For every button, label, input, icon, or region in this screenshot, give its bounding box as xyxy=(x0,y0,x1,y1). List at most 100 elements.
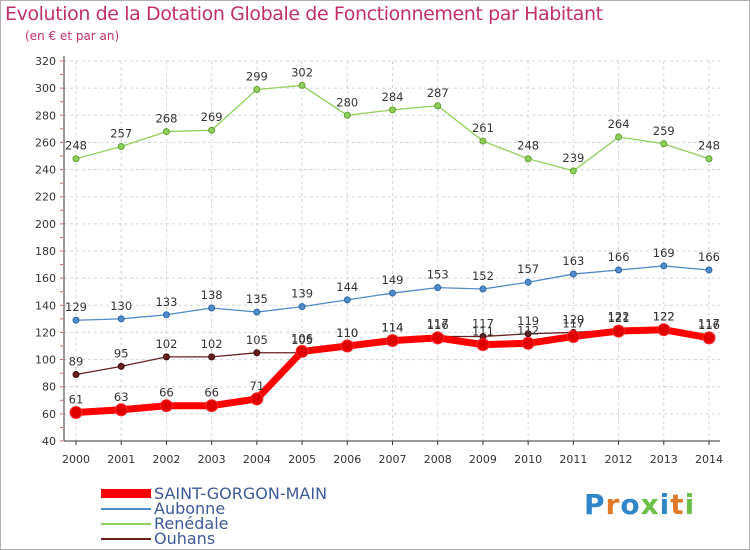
data-label: 166 xyxy=(608,250,630,264)
y-tick-label: 100 xyxy=(35,354,56,367)
data-point xyxy=(117,315,125,323)
data-point xyxy=(343,296,351,304)
data-label: 248 xyxy=(698,139,720,153)
y-tick-label: 280 xyxy=(35,109,56,122)
data-label: 116 xyxy=(427,318,449,332)
data-point xyxy=(117,143,125,150)
x-tick-label: 2002 xyxy=(152,453,180,466)
data-label: 110 xyxy=(336,326,358,340)
data-point xyxy=(208,304,216,312)
data-label: 105 xyxy=(291,333,313,347)
data-point xyxy=(615,266,623,274)
data-label: 257 xyxy=(110,127,132,141)
data-point xyxy=(569,270,577,278)
y-tick-label: 320 xyxy=(35,55,56,68)
chart-subtitle: (en € et par an) xyxy=(25,29,120,43)
data-point xyxy=(72,155,80,163)
data-label: 157 xyxy=(517,262,539,276)
data-label: 261 xyxy=(472,121,494,135)
data-point xyxy=(524,278,532,286)
data-label: 116 xyxy=(698,318,720,332)
data-point xyxy=(253,308,261,316)
data-label: 163 xyxy=(562,254,584,268)
x-tick-label: 2005 xyxy=(288,453,316,466)
proxiti-logo: Proxiti xyxy=(584,488,695,521)
logo-letter: r xyxy=(605,488,621,521)
data-point xyxy=(114,403,128,417)
data-label: 153 xyxy=(427,268,449,282)
x-tick-label: 2006 xyxy=(333,453,361,466)
x-tick-label: 2010 xyxy=(514,453,542,466)
data-label: 133 xyxy=(155,295,177,309)
data-label: 135 xyxy=(246,292,268,306)
data-label: 121 xyxy=(608,311,630,325)
y-tick-label: 220 xyxy=(35,191,56,204)
data-point xyxy=(72,371,80,378)
x-tick-label: 2003 xyxy=(198,453,226,466)
data-point xyxy=(295,344,309,358)
data-label: 268 xyxy=(155,112,177,126)
data-point xyxy=(660,140,668,148)
y-tick-label: 160 xyxy=(35,272,56,285)
data-point xyxy=(660,262,668,270)
data-point xyxy=(434,284,442,292)
logo-letter: o xyxy=(620,488,641,521)
data-point xyxy=(253,86,261,93)
data-label: 259 xyxy=(653,124,675,138)
data-label: 112 xyxy=(517,323,539,337)
x-tick-label: 2009 xyxy=(469,453,497,466)
y-tick-label: 120 xyxy=(35,326,56,339)
data-point xyxy=(389,106,396,114)
data-label: 149 xyxy=(382,273,404,287)
data-label: 122 xyxy=(608,310,630,324)
data-point xyxy=(208,126,216,134)
data-label: 102 xyxy=(155,337,177,351)
data-point xyxy=(298,81,306,89)
legend-swatch xyxy=(101,489,151,498)
data-point xyxy=(476,338,490,352)
data-label: 66 xyxy=(204,386,219,400)
legend-label: SAINT-GORGON-MAIN xyxy=(154,484,328,503)
x-tick-label: 2013 xyxy=(650,453,678,466)
data-label: 302 xyxy=(291,65,313,79)
data-point xyxy=(162,128,170,136)
x-tick-label: 2012 xyxy=(605,453,633,466)
data-point xyxy=(253,349,261,357)
data-point xyxy=(389,289,396,297)
data-point xyxy=(702,331,716,345)
legend-item: SAINT-GORGON-MAIN xyxy=(101,484,328,503)
x-tick-label: 2007 xyxy=(379,453,407,466)
data-label: 111 xyxy=(472,325,494,339)
data-label: 122 xyxy=(653,310,675,324)
data-label: 117 xyxy=(427,317,449,331)
data-point xyxy=(615,133,623,141)
y-tick-label: 240 xyxy=(35,164,56,177)
legend-swatch xyxy=(101,537,151,540)
data-point xyxy=(386,334,399,348)
data-point xyxy=(250,392,264,406)
y-tick-label: 140 xyxy=(35,299,56,312)
data-point xyxy=(208,353,216,361)
x-tick-label: 2008 xyxy=(424,453,452,466)
x-tick-label: 2011 xyxy=(559,453,587,466)
x-tick-label: 2014 xyxy=(695,453,723,466)
legend: SAINT-GORGON-MAIN Aubonne Renédale Ouhans xyxy=(101,484,328,547)
data-point xyxy=(479,137,487,145)
data-label: 117 xyxy=(698,317,720,331)
data-label: 129 xyxy=(65,300,87,314)
x-tick-label: 2001 xyxy=(107,453,135,466)
logo-letter: x xyxy=(640,488,660,521)
data-label: 61 xyxy=(69,393,84,407)
data-label: 144 xyxy=(336,280,358,294)
data-label: 114 xyxy=(382,321,404,335)
logo-letter: t xyxy=(670,488,685,521)
y-tick-label: 260 xyxy=(35,136,56,149)
data-point xyxy=(340,339,354,353)
data-point xyxy=(117,362,125,370)
data-point xyxy=(479,285,487,293)
data-label: 166 xyxy=(698,250,720,264)
data-label: 280 xyxy=(336,95,358,109)
legend-label: Renédale xyxy=(154,514,229,533)
data-point xyxy=(657,323,671,337)
